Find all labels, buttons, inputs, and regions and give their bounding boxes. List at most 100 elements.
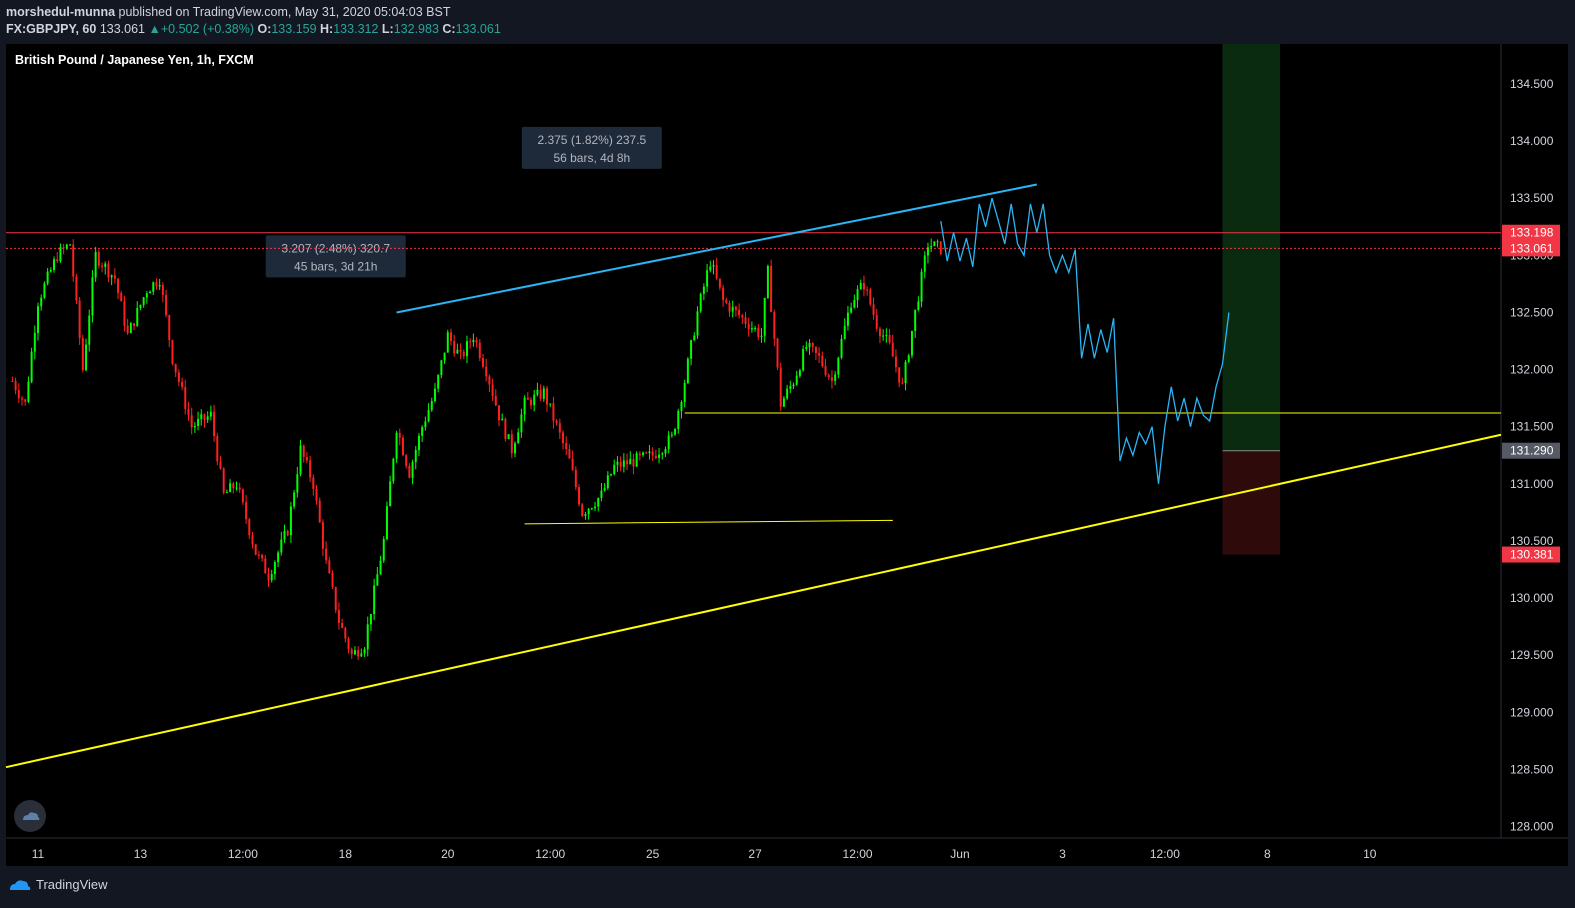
candle-body	[273, 562, 276, 575]
candle-body	[65, 244, 68, 249]
candle-body	[331, 573, 334, 588]
candle-body	[181, 381, 184, 387]
candle-body	[56, 259, 59, 262]
candle-body	[430, 401, 433, 411]
candle-body	[744, 317, 747, 324]
trendline-upper-cyan[interactable]	[396, 183, 1038, 314]
x-tick-label: 8	[1264, 847, 1271, 861]
candle-body	[417, 435, 420, 451]
trendlines[interactable]	[5, 183, 1502, 769]
footer-brand[interactable]: TradingView	[8, 877, 108, 892]
profit-zone[interactable]	[1222, 44, 1281, 451]
candle-body	[369, 614, 372, 625]
candle-body	[145, 293, 148, 298]
candle-body	[289, 506, 292, 536]
ohlc-line: FX:GBPJPY, 60 133.061 ▲+0.502 (+0.38%) O…	[6, 22, 501, 36]
candle-body	[446, 332, 449, 353]
candle-body	[40, 297, 43, 307]
candle-body	[366, 624, 369, 650]
candle-body	[190, 415, 193, 428]
candle-body	[734, 306, 737, 310]
published-text: published on TradingView.com, May 31, 20…	[118, 5, 451, 19]
symbol-label[interactable]: FX:GBPJPY, 60	[6, 22, 97, 36]
candle-body	[770, 265, 773, 312]
candle-body	[827, 375, 830, 378]
measure-box-2[interactable]	[521, 126, 662, 169]
position-tool[interactable]	[1222, 44, 1281, 555]
candle-body	[286, 531, 289, 536]
horizontal-lines[interactable]	[6, 232, 1501, 249]
candle-body	[898, 367, 901, 383]
candle-body	[680, 402, 683, 411]
y-tick-label: 130.000	[1510, 591, 1554, 605]
candle-body	[107, 263, 110, 278]
candle-body	[315, 488, 318, 501]
x-tick-label: Jun	[950, 847, 969, 861]
candle-body	[136, 307, 139, 326]
price-chart[interactable]: 3.207 (2.48%) 320.745 bars, 3d 21h2.375 …	[0, 0, 1575, 866]
trendline-flat-yellow-low[interactable]	[524, 519, 893, 525]
candle-body	[293, 492, 296, 507]
candle-body	[433, 388, 436, 402]
price-label-text: 130.381	[1510, 548, 1554, 562]
brand-label: TradingView	[36, 877, 108, 892]
candle-body	[168, 315, 171, 341]
loss-zone[interactable]	[1222, 450, 1281, 555]
candle-body	[270, 574, 273, 581]
author-name[interactable]: morshedul-munna	[6, 5, 116, 19]
candle-body	[866, 289, 869, 291]
up-arrow-icon: ▲	[148, 22, 161, 36]
candle-body	[834, 374, 837, 381]
measure-line1: 2.375 (1.82%) 237.5	[537, 133, 646, 147]
low-label: L:	[381, 22, 394, 36]
change-value: +0.502 (+0.38%)	[160, 22, 254, 36]
candle-body	[501, 418, 504, 421]
price-label-text: 133.198	[1510, 226, 1554, 240]
candle-body	[30, 351, 33, 382]
candle-body	[203, 414, 206, 420]
candle-body	[546, 388, 549, 405]
candle-body	[667, 435, 670, 450]
candle-body	[562, 432, 565, 444]
candle-body	[696, 311, 699, 336]
candle-body	[350, 649, 353, 655]
candle-body	[520, 414, 523, 433]
candle-body	[78, 300, 81, 339]
candle-body	[456, 349, 459, 354]
candle-body	[574, 469, 577, 488]
price-axis[interactable]	[1501, 44, 1568, 838]
candle-body	[757, 327, 760, 337]
candle-body	[219, 461, 222, 469]
publish-line: morshedul-munna published on TradingView…	[6, 5, 450, 19]
x-tick-label: 10	[1363, 847, 1377, 861]
time-axis[interactable]	[6, 838, 1568, 866]
candle-body	[610, 474, 613, 476]
candle-body	[616, 461, 619, 465]
candle-body	[606, 475, 609, 489]
forecast-line[interactable]	[940, 198, 1230, 484]
measure-box-1[interactable]	[265, 235, 406, 278]
candle-body	[914, 309, 917, 331]
cloud-icon	[23, 812, 40, 820]
candle-body	[706, 270, 709, 287]
tv-logo-button[interactable]	[14, 800, 46, 832]
candle-body	[152, 282, 155, 292]
candle-body	[725, 299, 728, 303]
trendline-support-yellow[interactable]	[5, 433, 1502, 769]
candle-body	[395, 432, 398, 459]
forecast-path[interactable]	[940, 198, 1230, 484]
candle-body	[600, 490, 603, 498]
candle-body	[200, 414, 203, 419]
candle-body	[305, 456, 308, 461]
header-bar: morshedul-munna published on TradingView…	[0, 0, 1575, 44]
x-tick-label: 13	[134, 847, 148, 861]
candle-body	[453, 341, 456, 354]
candle-body	[475, 339, 478, 343]
candle-body	[853, 300, 856, 308]
y-tick-label: 133.500	[1510, 191, 1554, 205]
candle-body	[722, 287, 725, 300]
candle-body	[549, 403, 552, 405]
candle-body	[11, 381, 14, 383]
candle-body	[197, 418, 200, 426]
candle-body	[776, 338, 779, 368]
